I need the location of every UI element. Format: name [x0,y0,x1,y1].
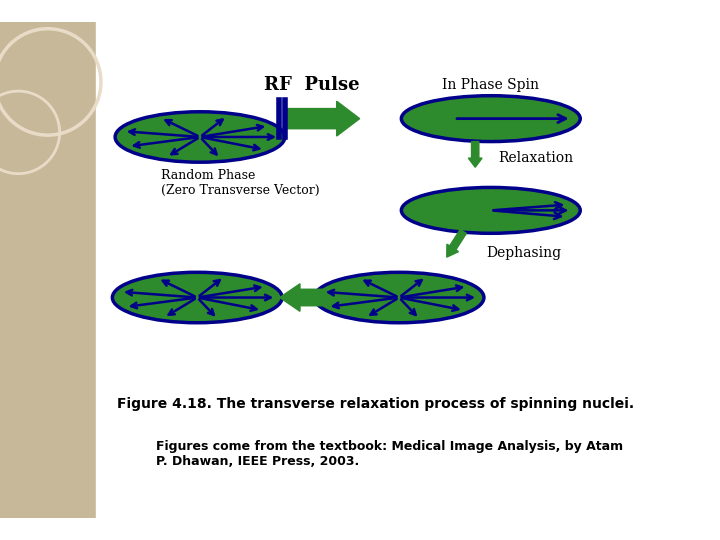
Ellipse shape [401,187,580,233]
Bar [0,22,96,518]
Text: RF  Pulse: RF Pulse [264,76,360,93]
FancyArrow shape [447,230,467,257]
Bar [96,22,660,518]
Ellipse shape [115,112,285,162]
Text: In Phase Spin: In Phase Spin [442,78,539,92]
Text: Relaxation: Relaxation [498,151,573,165]
FancyArrow shape [280,284,330,311]
Ellipse shape [112,272,282,323]
FancyArrow shape [284,101,359,136]
Ellipse shape [401,96,580,141]
Text: Random Phase
(Zero Transverse Vector): Random Phase (Zero Transverse Vector) [161,169,319,197]
FancyArrow shape [468,141,482,167]
Ellipse shape [314,272,484,323]
Text: Dephasing: Dephasing [486,246,562,260]
Text: Figures come from the textbook: Medical Image Analysis, by Atam
P. Dhawan, IEEE : Figures come from the textbook: Medical … [156,440,623,468]
Text: Figure 4.18. The transverse relaxation process of spinning nuclei.: Figure 4.18. The transverse relaxation p… [117,396,634,410]
